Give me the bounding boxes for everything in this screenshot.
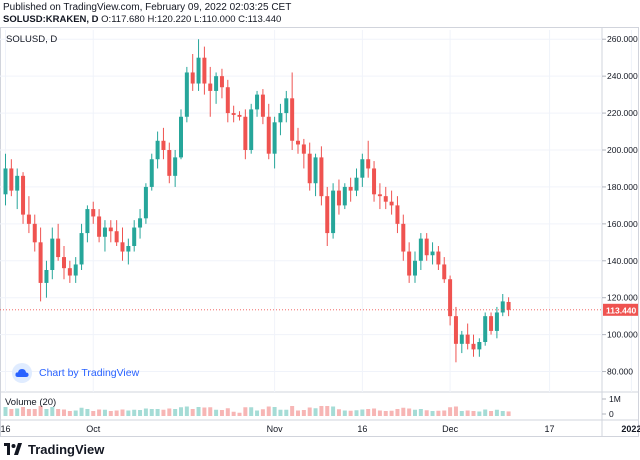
brand-name: TradingView	[28, 441, 105, 457]
cloud-icon	[12, 363, 32, 383]
footer-brand[interactable]: TradingView	[0, 438, 640, 460]
chart-watermark[interactable]: Chart by TradingView	[12, 363, 139, 383]
symbol-label: SOLUSD, D	[6, 34, 58, 45]
ohlc-values: O:117.680 H:120.220 L:110.000 C:113.440	[101, 14, 282, 25]
volume-label: Volume (20)	[5, 397, 57, 408]
watermark-text: Chart by TradingView	[39, 367, 140, 379]
chart-frame	[0, 27, 639, 437]
tradingview-logo-icon	[4, 443, 22, 455]
ohlc-readout: SOLUSD:KRAKEN, D O:117.680 H:120.220 L:1…	[3, 14, 281, 25]
published-note: Published on TradingView.com, February 0…	[3, 2, 292, 13]
ohlc-symbol: SOLUSD:KRAKEN, D	[3, 14, 99, 25]
